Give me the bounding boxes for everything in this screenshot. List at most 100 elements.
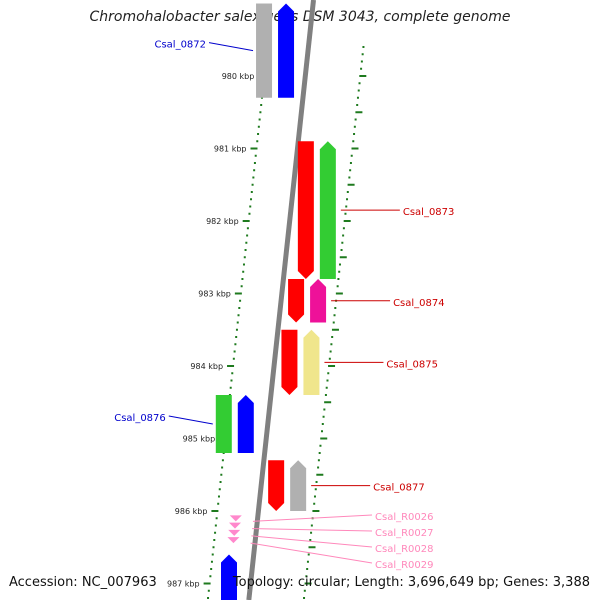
inner-tick <box>231 372 234 375</box>
cog-bar[interactable] <box>215 395 232 453</box>
scale-ticks: 980 kbp 981 kbp 982 kbp 983 kbp 984 kbp 985 k… <box>167 46 367 599</box>
gene-label[interactable]: Csal_0873 <box>403 207 455 218</box>
outer-tick <box>341 241 344 244</box>
outer-tick <box>316 473 324 476</box>
backbone-line <box>246 0 316 600</box>
gene-label[interactable]: Csal_0877 <box>373 483 425 494</box>
cog-bar[interactable] <box>310 279 327 323</box>
inner-tick <box>203 582 211 585</box>
cds-arrow[interactable] <box>237 395 254 453</box>
gene-feature[interactable] <box>229 515 242 522</box>
gene-label[interactable]: Csal_R0029 <box>375 560 434 571</box>
tick-label: 982 kbp <box>206 217 239 226</box>
tick-label: 980 kbp <box>222 72 255 81</box>
inner-tick <box>211 553 214 556</box>
outer-tick <box>321 423 324 425</box>
inner-tick <box>252 176 255 179</box>
gene-feature[interactable] <box>281 329 320 395</box>
gene-feature[interactable] <box>221 554 238 600</box>
outer-tick <box>303 597 306 599</box>
cds-arrow[interactable] <box>281 329 298 395</box>
cds-arrow[interactable] <box>297 141 314 279</box>
outer-tick <box>313 502 316 505</box>
outer-tick <box>337 278 340 280</box>
outer-tick <box>307 553 310 556</box>
outer-tick <box>351 147 359 150</box>
outer-tick <box>330 343 333 346</box>
inner-tick <box>234 343 237 346</box>
gene-feature[interactable] <box>256 3 295 98</box>
outer-tick <box>356 104 359 106</box>
gene-feature[interactable] <box>227 537 240 544</box>
outer-tick <box>327 372 330 375</box>
inner-tick <box>229 386 232 389</box>
label-leader <box>208 42 254 52</box>
cds-arrow[interactable] <box>221 554 238 600</box>
outer-tick <box>360 67 363 70</box>
cog-bar[interactable] <box>290 460 307 511</box>
inner-tick <box>232 357 235 360</box>
gene-feature[interactable] <box>288 279 327 323</box>
inner-tick <box>240 285 243 288</box>
outer-tick <box>342 227 345 230</box>
inner-tick <box>230 379 233 382</box>
cds-arrow[interactable] <box>268 460 285 511</box>
cog-bar[interactable] <box>303 329 320 395</box>
outer-tick <box>325 386 328 389</box>
outer-tick <box>357 89 360 92</box>
accession-text: Accession: NC_007963 <box>9 575 157 590</box>
gene-feature[interactable] <box>297 141 336 279</box>
gene-feature[interactable] <box>215 395 254 453</box>
inner-tick <box>214 531 217 534</box>
gene-feature[interactable] <box>229 522 242 529</box>
inner-tick <box>233 350 236 353</box>
rna-marker[interactable] <box>229 515 242 522</box>
outer-tick <box>310 531 313 534</box>
gene-label[interactable]: Csal_0876 <box>114 413 166 424</box>
rna-marker[interactable] <box>228 529 241 536</box>
cds-arrow[interactable] <box>278 3 295 98</box>
inner-tick <box>212 546 215 549</box>
outer-tick <box>328 365 336 367</box>
cog-bar[interactable] <box>319 141 336 279</box>
outer-tick <box>304 582 312 585</box>
outer-tick <box>350 154 353 157</box>
gene-label[interactable]: Csal_0872 <box>154 40 206 51</box>
inner-tick <box>234 292 242 295</box>
outer-tick <box>317 459 320 462</box>
gene-label[interactable]: Csal_0874 <box>393 298 445 309</box>
rna-marker[interactable] <box>229 522 242 529</box>
gene-feature[interactable] <box>268 460 307 511</box>
gene-feature[interactable] <box>228 529 241 536</box>
outer-tick <box>317 466 320 469</box>
gene-label[interactable]: Csal_R0026 <box>375 512 434 523</box>
label-leader <box>251 535 373 548</box>
rna-marker[interactable] <box>227 537 240 544</box>
cog-bar[interactable] <box>256 3 273 98</box>
inner-tick <box>242 220 250 222</box>
outer-tick <box>313 495 316 498</box>
outer-tick <box>339 256 347 259</box>
outer-tick <box>358 82 361 85</box>
tick-label: 984 kbp <box>190 362 223 371</box>
outer-tick <box>309 539 312 541</box>
outer-tick <box>342 234 345 237</box>
label-leader <box>252 528 373 532</box>
outer-tick <box>328 357 331 360</box>
outer-tick <box>320 437 328 440</box>
outer-tick <box>315 481 318 483</box>
inner-tick <box>253 162 256 164</box>
inner-tick <box>243 256 246 259</box>
outer-tick <box>361 53 364 56</box>
gene-label[interactable]: Csal_0875 <box>386 359 438 370</box>
label-leader <box>252 514 373 522</box>
inner-tick <box>249 205 252 208</box>
outer-tick <box>319 444 322 447</box>
outer-tick <box>338 263 341 266</box>
cds-arrow[interactable] <box>288 279 305 323</box>
gene-label[interactable]: Csal_R0027 <box>375 528 434 539</box>
inner-tick <box>217 502 220 505</box>
gene-label[interactable]: Csal_R0028 <box>375 544 434 555</box>
outer-tick <box>344 212 347 215</box>
